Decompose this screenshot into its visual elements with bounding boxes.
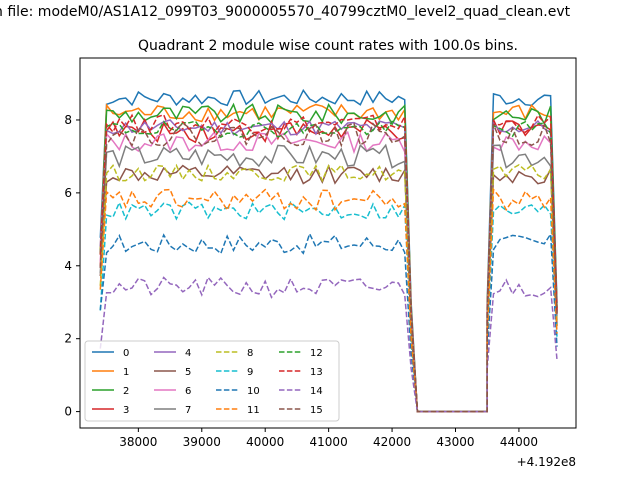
y-tick-label: 0 <box>64 405 72 419</box>
legend-label-15: 15 <box>310 405 323 416</box>
y-tick-label: 2 <box>64 332 72 346</box>
legend-box <box>84 340 340 422</box>
x-offset-label: +4.192e8 <box>517 455 576 469</box>
legend-label-2: 2 <box>123 386 129 397</box>
series-line-15 <box>99 122 558 413</box>
legend-label-5: 5 <box>185 367 191 378</box>
chart-title: Quadrant 2 module wise count rates with … <box>138 38 518 54</box>
plot-frame <box>79 57 577 429</box>
legend-label-12: 12 <box>310 348 323 359</box>
legend-label-6: 6 <box>185 386 191 397</box>
x-tick-label: 40000 <box>246 435 284 449</box>
legend-label-13: 13 <box>310 367 323 378</box>
x-tick-label: 44000 <box>500 435 538 449</box>
x-tick-label: 38000 <box>119 435 157 449</box>
x-tick-label: 42000 <box>373 435 411 449</box>
y-tick-label: 8 <box>64 113 72 127</box>
legend-label-7: 7 <box>185 405 191 416</box>
figure-suptitle: n file: modeM0/AS1A12_099T03_9000005570_… <box>0 4 571 20</box>
y-tick-label: 6 <box>64 186 72 200</box>
legend-label-11: 11 <box>247 405 260 416</box>
legend-label-0: 0 <box>123 348 129 359</box>
legend-label-8: 8 <box>247 348 253 359</box>
legend-label-4: 4 <box>185 348 191 359</box>
x-tick-label: 43000 <box>436 435 474 449</box>
series-line-13 <box>99 113 558 413</box>
series-layer <box>99 88 558 413</box>
y-tick-label: 4 <box>64 259 72 273</box>
legend-label-1: 1 <box>123 367 129 378</box>
legend-label-9: 9 <box>247 367 253 378</box>
y-axis: 0 2 4 6 8 <box>64 113 80 419</box>
x-tick-label: 41000 <box>310 435 348 449</box>
x-tick-label: 39000 <box>183 435 221 449</box>
legend-label-3: 3 <box>123 405 129 416</box>
legend-label-10: 10 <box>247 386 260 397</box>
x-axis: 38000 39000 40000 41000 42000 43000 44000 <box>119 428 538 449</box>
legend-label-14: 14 <box>310 386 323 397</box>
